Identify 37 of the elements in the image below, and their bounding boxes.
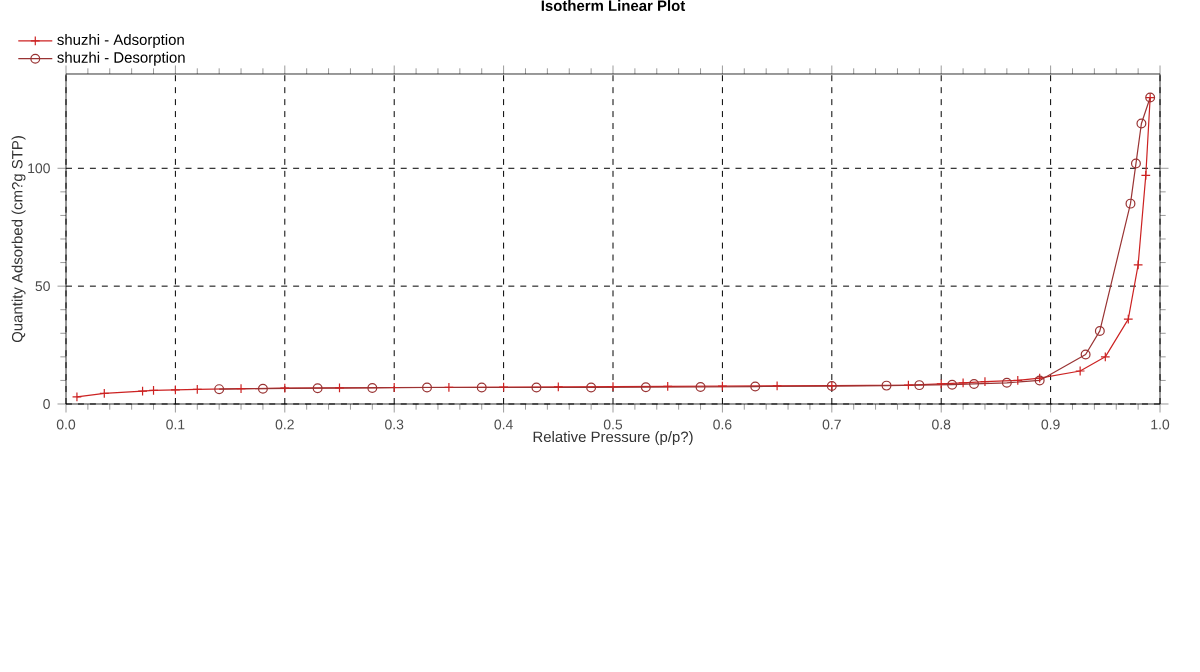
point [236,383,247,394]
point [586,382,597,393]
point [717,381,728,392]
point [1075,366,1086,376]
point [498,382,509,393]
point [947,379,958,390]
point [1123,314,1134,325]
point [979,376,990,387]
point [312,383,323,394]
point [422,382,433,393]
point [936,378,947,389]
point [367,382,378,393]
point [958,377,969,388]
point [1001,377,1012,388]
point [1125,198,1136,209]
point [137,386,148,397]
point [334,382,345,393]
point [443,382,454,393]
point [257,383,268,394]
point [772,380,783,391]
point [640,382,651,393]
point [914,380,925,391]
point [1094,325,1105,336]
point [170,384,181,395]
point [969,378,980,389]
point [476,382,487,393]
point [1130,158,1141,169]
point [903,380,914,391]
point [881,380,892,391]
point [608,381,618,392]
point [531,382,542,393]
point [1100,351,1111,362]
point [695,382,706,393]
point [1080,349,1091,360]
point [1133,259,1144,270]
point [1136,118,1147,129]
point [750,381,761,392]
